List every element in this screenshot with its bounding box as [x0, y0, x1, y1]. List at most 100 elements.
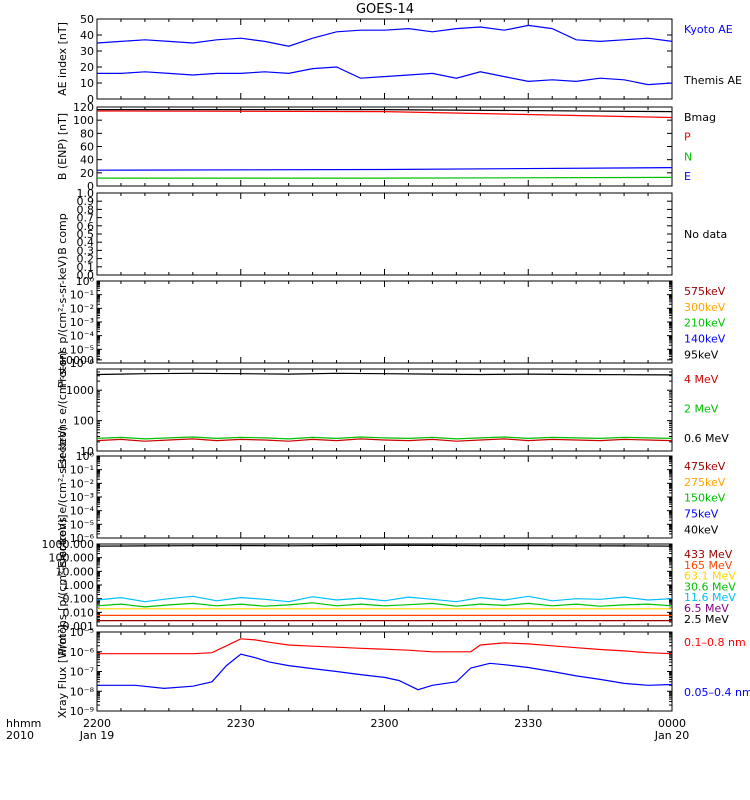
- legend-label-63-1-mev: 63.1 MeV: [684, 570, 736, 583]
- legend-label-575kev: 575keV: [684, 285, 726, 298]
- y-tick-label: 10⁻⁵: [70, 343, 94, 356]
- panel-1: 0 10 20 30 40 50 AE index [nT] Kyoto AE Themis A…: [56, 13, 742, 106]
- y-tick-label: 0.8: [77, 203, 95, 216]
- y-tick-label: 0.5: [77, 228, 95, 241]
- y-tick-label: 40: [80, 29, 94, 42]
- legend-label-275kev: 275keV: [684, 476, 726, 489]
- series-line-kyoto-ae: [96, 24, 673, 47]
- series-line-11-6-mev: [96, 595, 673, 603]
- series-line-0-1-0-8-nm: [97, 638, 673, 655]
- y-axis-title: Electrons e/(cm²-s-sr): [56, 351, 69, 470]
- date-tick-label: Jan 20: [654, 729, 689, 742]
- panel-frame: [96, 455, 673, 539]
- panel-frame: [96, 543, 673, 627]
- y-axis-title: AE index [nT]: [56, 22, 69, 96]
- series-line-0-05-0-4-nm: [97, 653, 673, 691]
- legend-label-75kev: 75keV: [684, 507, 719, 520]
- legend-label-210kev: 210keV: [684, 317, 726, 330]
- chart-title: GOES-14: [356, 2, 414, 17]
- legend-label-4-mev: 4 MeV: [684, 373, 719, 386]
- y-tick-label: 0: [87, 93, 94, 106]
- y-tick-label: 1000.000: [42, 538, 95, 551]
- y-tick-label: 10⁻¹: [70, 464, 94, 477]
- series-line-p: [96, 110, 673, 119]
- series-line-bmag: [97, 108, 673, 113]
- y-tick-label: 0.0: [77, 269, 95, 282]
- y-tick-label: 10⁻⁵: [70, 626, 94, 639]
- y-tick-label: 0.1: [77, 261, 95, 274]
- y-tick-label: 0.3: [77, 244, 95, 257]
- corner-label-year: 2010: [6, 729, 34, 742]
- y-tick-label: 20: [80, 61, 94, 74]
- legend-label-0-6-mev: 0.6 MeV: [684, 432, 729, 445]
- legend-label-kyoto-ae: Kyoto AE: [684, 23, 733, 36]
- y-tick-label: 10: [80, 77, 94, 90]
- series-line-30-6-mev: [96, 602, 673, 608]
- y-tick-label: 30: [80, 45, 94, 58]
- y-axis-title: B comp: [56, 213, 69, 255]
- y-tick-label: 0.9: [77, 195, 95, 208]
- panel-frame: [96, 192, 673, 276]
- y-tick-label: 0: [87, 180, 94, 193]
- legend-label-6-5-mev: 6.5 MeV: [684, 602, 729, 615]
- y-tick-label: 1.000: [63, 579, 95, 592]
- legend-label-no-data: No data: [684, 228, 727, 241]
- panel-frame: [96, 106, 673, 187]
- y-tick-label: 0.100: [63, 593, 95, 606]
- panel-frame: [96, 280, 673, 364]
- legend-label-475kev: 475keV: [684, 460, 726, 473]
- y-tick-label: 0.7: [77, 212, 95, 225]
- legend-label-0-1-0-8-nm: 0.1–0.8 nm: [684, 636, 746, 649]
- y-tick-label: 10⁻¹: [70, 289, 94, 302]
- y-tick-label: 10⁻⁶: [70, 532, 95, 545]
- corner-label-hhmm: hhmm: [6, 717, 41, 730]
- y-tick-label: 10⁻⁴: [70, 330, 95, 343]
- y-tick-label: 100.000: [49, 552, 95, 565]
- y-axis-title: Xray Flux [W/m²]: [56, 625, 69, 718]
- series-line-themis-ae: [97, 66, 673, 86]
- y-tick-label: 10⁻⁵: [70, 518, 94, 531]
- legend-label-e: E: [684, 170, 691, 183]
- y-tick-label: 10000: [59, 354, 94, 367]
- y-tick-label: 0.2: [77, 253, 95, 266]
- series-line-4-mev: [96, 438, 673, 442]
- legend-label-95kev: 95keV: [684, 348, 719, 361]
- y-tick-label: 100: [73, 415, 94, 428]
- y-tick-label: 10⁰: [76, 275, 95, 288]
- y-tick-label: 20: [80, 167, 94, 180]
- legend-label-30-6-mev: 30.6 MeV: [684, 580, 736, 593]
- y-tick-label: 80: [80, 127, 94, 140]
- y-axis-title: B (ENP) [nT]: [56, 113, 69, 180]
- legend-label-150kev: 150keV: [684, 492, 726, 505]
- legend-label-433-mev: 433 MeV: [684, 548, 733, 561]
- y-tick-label: 10.000: [56, 565, 95, 578]
- panel-3: 0.00.10.20.30.40.50.60.70.80.91.0 B comp N…: [56, 187, 727, 282]
- y-tick-label: 0.010: [63, 606, 95, 619]
- y-axis-title: Electrons e/(cm²-s-sr-keV): [56, 426, 69, 568]
- legend-label-165-mev: 165 MeV: [684, 559, 733, 572]
- y-tick-label: 0.001: [63, 620, 95, 633]
- series-line-n: [97, 176, 673, 179]
- y-tick-label: 1000: [66, 384, 94, 397]
- legend-label-2-mev: 2 MeV: [684, 403, 719, 416]
- legend-label-300kev: 300keV: [684, 301, 726, 314]
- legend-label-p: P: [684, 131, 691, 144]
- panel-stack: 0 10 20 30 40 50 AE index [nT] Kyoto AE Themis A…: [42, 13, 750, 718]
- legend-label-themis-ae: Themis AE: [683, 74, 742, 87]
- time-tick-label: 2300: [371, 717, 399, 730]
- series-line-e: [96, 167, 673, 171]
- legend-label-bmag: Bmag: [684, 111, 716, 124]
- panel-frame: [96, 368, 673, 452]
- legend-label-40kev: 40keV: [684, 523, 719, 536]
- y-tick-label: 0.6: [77, 220, 95, 233]
- y-tick-label: 10⁻³: [70, 316, 94, 329]
- y-tick-label: 10⁻²: [70, 302, 94, 315]
- y-tick-label: 0.4: [77, 236, 95, 249]
- y-tick-label: 40: [80, 154, 94, 167]
- legend-label-2-5-mev: 2.5 MeV: [684, 613, 729, 626]
